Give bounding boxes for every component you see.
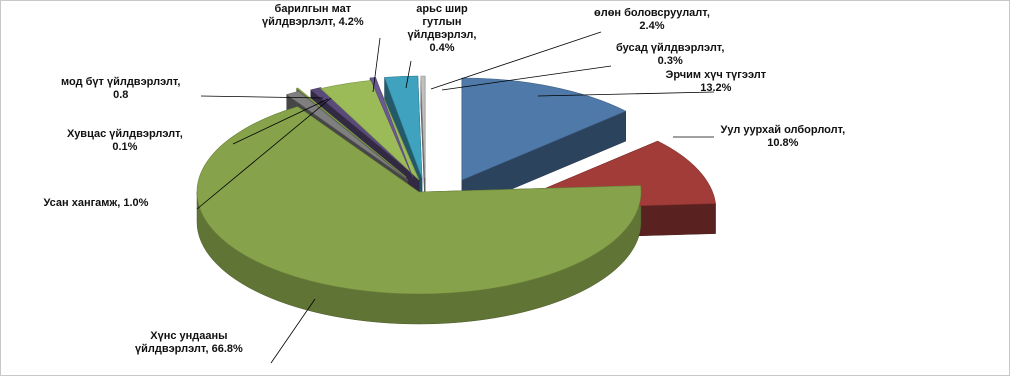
slice-label-9-line-0: бусад үйлдвэрлэлт,: [616, 42, 725, 54]
slice-label-1: Уул уурхай олборлолт, 10.8%: [721, 124, 846, 150]
leader-line-9: [441, 65, 612, 91]
slice-label-2: Хүнс ундааны үйлдвэрлэлт, 66.8%: [135, 330, 243, 356]
slice-label-8: өлөн боловсруулалт, 2.4%: [594, 7, 710, 33]
slice-0-top[interactable]: [461, 77, 627, 181]
slice-8-top[interactable]: [384, 75, 423, 179]
slice-2-top[interactable]: [196, 106, 642, 295]
slice-label-8-line-0: өлөн боловсруулалт,: [594, 7, 710, 19]
slice-label-9-line-1: 0.3%: [657, 55, 683, 67]
slice-label-4: Хувцас үйлдвэрлэлт, 0.1%: [67, 128, 183, 154]
slice-3-top[interactable]: [286, 90, 409, 181]
slice-label-0: Эрчим хүч түгээлт 13.2%: [666, 69, 767, 95]
slice-label-6: барилгын мат үйлдвэрлэлт, 4.2%: [262, 3, 364, 29]
slice-9-top[interactable]: [420, 75, 426, 179]
slice-label-7-line-1: гутлын: [422, 16, 462, 28]
slice-label-5: мод бүт үйлдвэрлэлт, 0.8: [61, 76, 181, 102]
slice-label-5-line-1: 0.8: [113, 89, 129, 101]
slice-label-7-line-0: арьс шир: [416, 3, 468, 15]
pie-top-layer: [196, 75, 716, 295]
leader-line-6: [372, 37, 381, 93]
slice-5-top[interactable]: [310, 87, 420, 180]
leader-line-2: [270, 298, 316, 364]
leader-line-8: [430, 31, 602, 90]
leader-line-4: [232, 98, 329, 145]
slice-label-2-line-0: Хүнс ундааны: [150, 330, 228, 342]
slice-7-top[interactable]: [369, 77, 414, 179]
slice-label-4-line-1: 0.1%: [112, 141, 138, 153]
leader-line-3: [196, 97, 332, 210]
slice-label-1-line-0: Уул уурхай олборлолт,: [720, 124, 846, 136]
slice-label-8-line-1: 2.4%: [639, 20, 665, 32]
leader-line-7: [405, 60, 412, 89]
slice-label-2-line-1: үйлдвэрлэлт, 66.8%: [135, 343, 243, 355]
slice-label-7-line-3: 0.4%: [429, 42, 455, 54]
slice-label-4-line-0: Хувцас үйлдвэрлэлт,: [67, 128, 183, 140]
slice-label-5-line-0: мод бүт үйлдвэрлэлт,: [61, 76, 181, 88]
leader-line-0: [537, 91, 715, 97]
slice-label-7-line-2: үйлдвэрлэл,: [407, 29, 477, 41]
slice-label-6-line-1: үйлдвэрлэлт, 4.2%: [262, 16, 364, 28]
slice-label-0-line-1: 13.2%: [700, 82, 732, 94]
slice-label-6-line-0: барилгын мат: [274, 3, 352, 15]
leader-lines: [196, 31, 715, 364]
slice-label-1-line-1: 10.8%: [767, 137, 799, 149]
slice-4-top[interactable]: [295, 87, 407, 178]
slice-label-0-line-0: Эрчим хүч түгээлт: [665, 69, 767, 81]
slice-label-7: арьс шир гутлын үйлдвэрлэл, 0.4%: [408, 3, 477, 55]
slice-label-3: Усан хангамж, 1.0%: [44, 197, 149, 210]
slice-label-3-line-0: Усан хангамж, 1.0%: [43, 196, 149, 209]
slice-label-9: бусад үйлдвэрлэлт, 0.3%: [616, 42, 724, 68]
leader-line-5: [200, 95, 324, 99]
